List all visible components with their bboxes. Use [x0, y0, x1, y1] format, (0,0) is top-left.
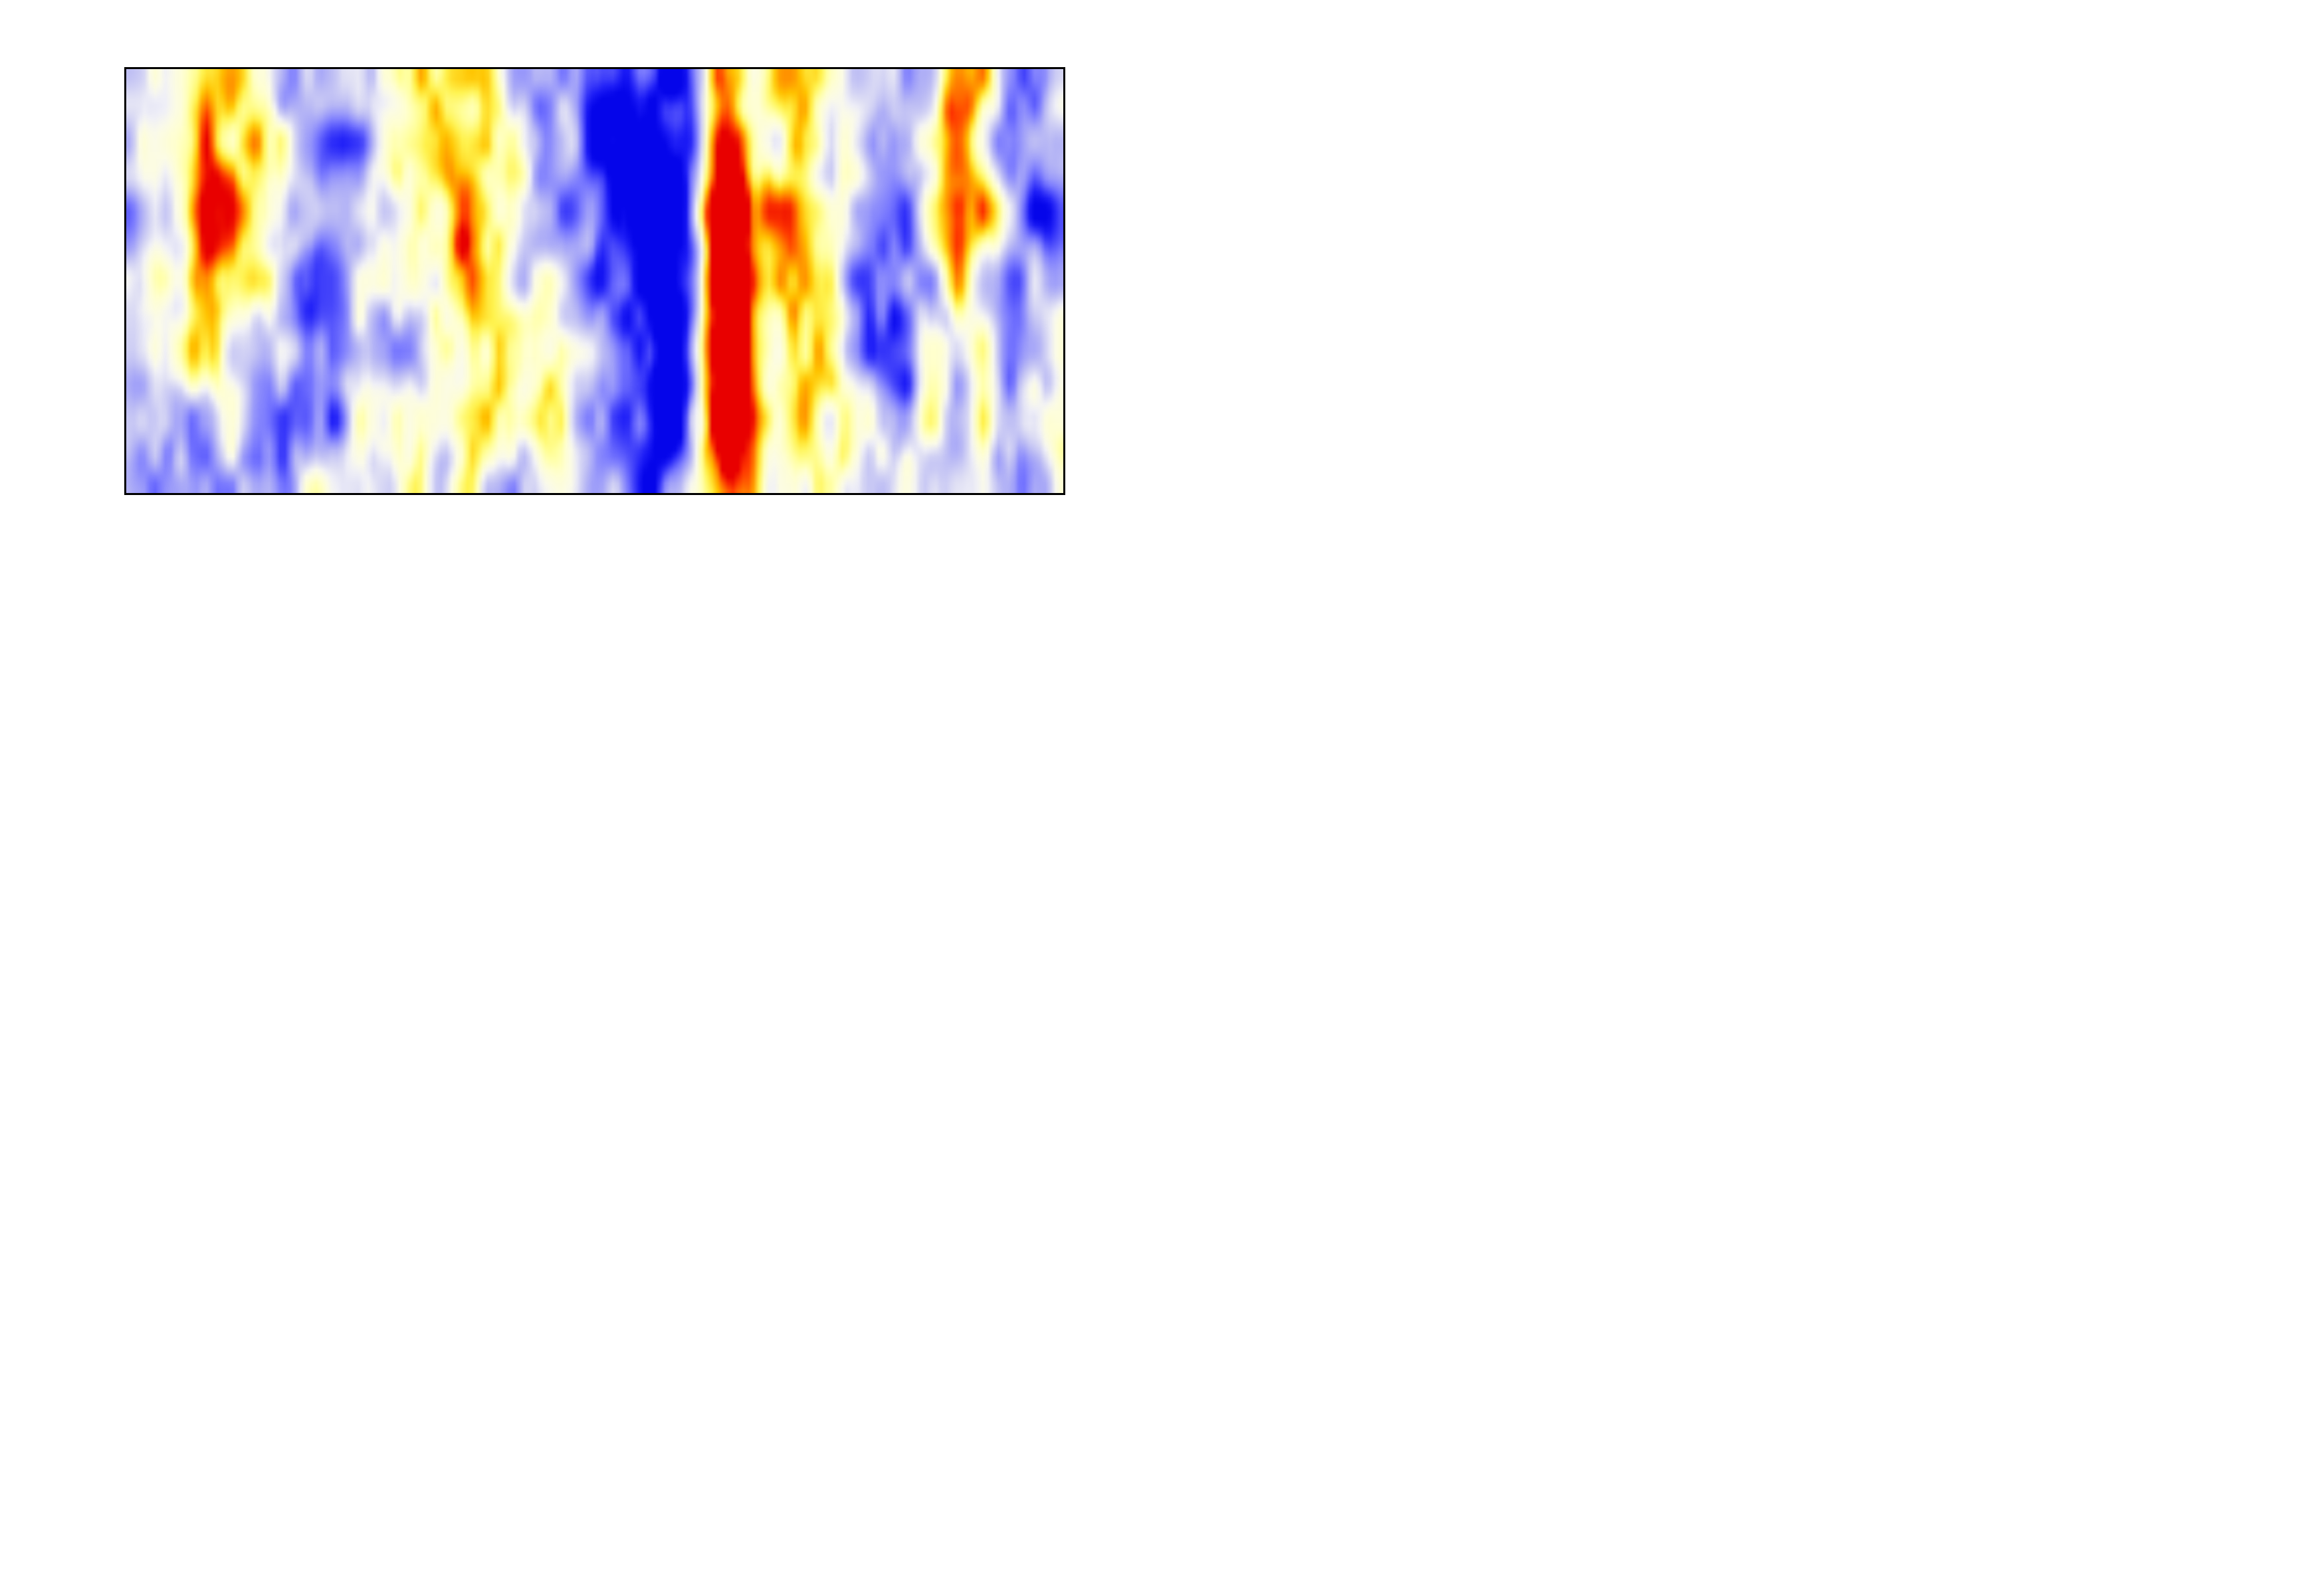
plot-area-canvas: [126, 69, 1063, 493]
station-panel-ivalo: [124, 67, 1065, 495]
